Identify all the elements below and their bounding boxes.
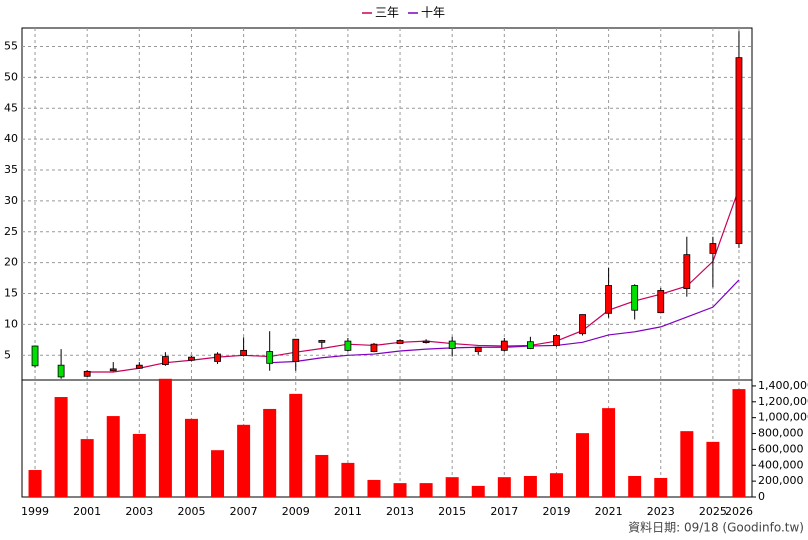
- legend-label: 十年: [421, 6, 445, 20]
- volume-bar: [315, 454, 329, 497]
- x-tick-label: 2019: [542, 505, 570, 518]
- candle-body: [500, 340, 508, 351]
- y2-tick-label: 600,000: [758, 442, 804, 455]
- volume-bar: [654, 477, 668, 497]
- volume-bar: [628, 475, 642, 497]
- y-tick-label: 20: [4, 256, 18, 269]
- x-tick-label: 2003: [125, 505, 153, 518]
- volume-bar: [680, 431, 694, 497]
- volume-bar: [732, 389, 746, 497]
- x-tick-label: 2025: [699, 505, 727, 518]
- volume-bar: [393, 483, 407, 497]
- y-tick-label: 10: [4, 317, 18, 330]
- volume-bar: [523, 475, 537, 497]
- y-tick-label: 30: [4, 194, 18, 207]
- x-tick-label: 2005: [177, 505, 205, 518]
- candle-body: [579, 314, 586, 335]
- y2-tick-label: 800,000: [758, 427, 804, 440]
- x-tick-label: 2026: [725, 505, 753, 518]
- candle-body: [657, 290, 665, 314]
- candle-body: [370, 343, 378, 352]
- price-panel: [21, 27, 753, 381]
- candle-body: [240, 349, 248, 356]
- candle-body: [735, 57, 743, 244]
- x-tick-label: 1999: [21, 505, 49, 518]
- y2-tick-label: 0: [758, 490, 765, 503]
- x-tick-label: 2021: [595, 505, 623, 518]
- y-tick-label: 55: [4, 40, 18, 53]
- y2-tick-label: 1,400,000: [758, 379, 808, 392]
- y2-tick-label: 1,200,000: [758, 395, 808, 408]
- y-tick-label: 15: [4, 287, 18, 300]
- candle-body: [109, 368, 117, 372]
- volume-bar: [576, 433, 590, 497]
- x-tick-label: 2013: [386, 505, 414, 518]
- footnote: 資料日期: 09/18 (Goodinfo.tw): [628, 521, 804, 535]
- volume-bar: [237, 424, 251, 497]
- candle-body: [553, 335, 560, 346]
- y2-tick-label: 400,000: [758, 458, 804, 471]
- volume-bar: [497, 477, 511, 497]
- volume-bar: [54, 397, 68, 497]
- candle-body: [135, 364, 143, 369]
- volume-bar: [80, 439, 94, 497]
- volume-bar: [132, 433, 146, 497]
- y2-tick-label: 1,000,000: [758, 411, 808, 424]
- y-tick-label: 5: [4, 348, 11, 361]
- candle-body: [683, 254, 691, 290]
- volume-bar: [367, 479, 381, 497]
- candle-body: [214, 353, 221, 362]
- x-tick-label: 2009: [282, 505, 310, 518]
- volume-bar: [549, 473, 563, 497]
- candle-body: [161, 356, 169, 365]
- candle-body: [266, 351, 274, 364]
- y-tick-label: 45: [4, 101, 18, 114]
- y-tick-label: 40: [4, 132, 18, 145]
- candle-body: [605, 285, 613, 314]
- candle-body: [709, 243, 717, 254]
- legend-label: 三年: [375, 6, 399, 20]
- volume-bar: [706, 441, 720, 497]
- y-tick-label: 50: [4, 70, 18, 83]
- volume-bar: [158, 378, 172, 497]
- volume-bar: [28, 470, 42, 497]
- candle-body: [526, 341, 534, 349]
- volume-bar: [211, 450, 225, 497]
- candle-body: [474, 346, 482, 352]
- y-tick-label: 35: [4, 163, 18, 176]
- volume-bar: [471, 485, 485, 497]
- volume-bar: [263, 408, 277, 497]
- volume-bar: [602, 408, 616, 497]
- candle-body: [188, 356, 195, 361]
- volume-bar: [445, 477, 459, 497]
- candle-body: [448, 340, 456, 349]
- candle-body: [422, 340, 430, 343]
- volume-bar: [106, 416, 120, 497]
- volume-bar: [341, 462, 355, 497]
- volume-bar: [419, 483, 433, 497]
- y2-tick-label: 200,000: [758, 474, 804, 487]
- candle-body: [396, 340, 404, 344]
- candle-body: [292, 338, 300, 362]
- volume-bar: [289, 393, 303, 497]
- candle-body: [83, 370, 91, 377]
- x-tick-label: 2023: [647, 505, 675, 518]
- candle-body: [57, 364, 65, 378]
- candle-body: [344, 340, 352, 351]
- x-tick-label: 2011: [334, 505, 362, 518]
- x-tick-label: 2017: [490, 505, 518, 518]
- ma-line: [87, 188, 740, 373]
- volume-panel: [21, 379, 753, 498]
- x-tick-label: 2001: [73, 505, 101, 518]
- x-tick-label: 2007: [230, 505, 258, 518]
- candle-body: [318, 340, 326, 343]
- y-tick-label: 25: [4, 225, 18, 238]
- x-tick-label: 2015: [438, 505, 466, 518]
- candle-body: [31, 345, 39, 367]
- volume-bar: [184, 418, 198, 497]
- candle-body: [631, 285, 639, 311]
